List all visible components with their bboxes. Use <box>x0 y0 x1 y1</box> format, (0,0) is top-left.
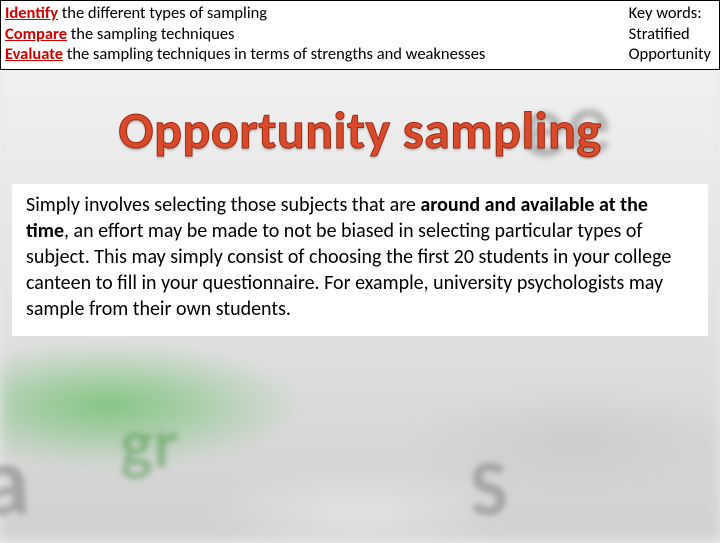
objective-rest: the different types of sampling <box>58 3 267 23</box>
objective-line: Compare the sampling techniques <box>5 24 485 45</box>
keywords-label: Key words: <box>629 3 711 24</box>
keyword: Opportunity <box>629 44 711 65</box>
body-text-box: Simply involves selecting those subjects… <box>12 184 708 336</box>
keywords-block: Key words: Stratified Opportunity <box>609 3 711 65</box>
objective-rest: the sampling techniques <box>67 24 234 44</box>
keyword: Stratified <box>629 24 711 45</box>
objectives-list: Identify the different types of sampling… <box>5 3 485 65</box>
header-box: Identify the different types of sampling… <box>0 0 720 70</box>
objective-line: Evaluate the sampling techniques in term… <box>5 44 485 65</box>
objective-verb: Identify <box>5 3 58 23</box>
slide-title: Opportunity sampling <box>0 98 720 162</box>
objective-rest: the sampling techniques in terms of stre… <box>63 44 485 64</box>
body-pre: Simply involves selecting those subjects… <box>26 193 420 217</box>
objective-verb: Evaluate <box>5 44 63 64</box>
objective-verb: Compare <box>5 24 67 44</box>
body-post: , an effort may be made to not be biased… <box>26 219 671 321</box>
objective-line: Identify the different types of sampling <box>5 3 485 24</box>
